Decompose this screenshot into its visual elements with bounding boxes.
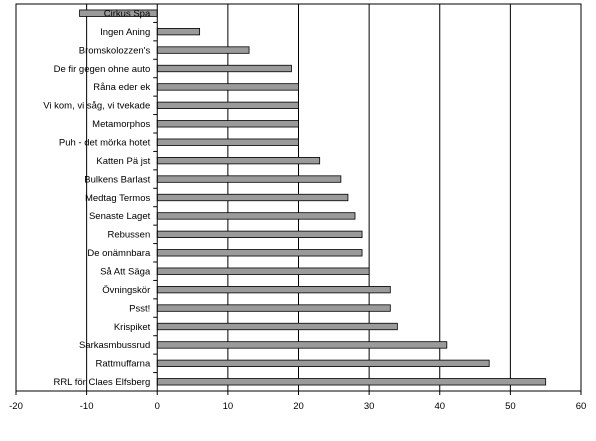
bar bbox=[156, 359, 490, 368]
bar bbox=[156, 212, 356, 220]
bar bbox=[156, 46, 250, 54]
bar bbox=[156, 156, 321, 165]
bar bbox=[156, 304, 391, 312]
bar bbox=[156, 138, 299, 146]
category-label: Metamorphos bbox=[92, 119, 150, 130]
bar bbox=[156, 175, 342, 183]
category-label: De onämnbara bbox=[87, 248, 151, 259]
bar bbox=[156, 378, 547, 386]
category-label: Senaste Laget bbox=[89, 211, 151, 222]
bar bbox=[156, 285, 391, 294]
category-label: Krispiket bbox=[114, 322, 151, 333]
category-label: Psst! bbox=[129, 303, 150, 314]
x-tick-label: -20 bbox=[9, 401, 23, 412]
bar bbox=[156, 341, 448, 349]
bar bbox=[156, 267, 370, 275]
category-label: Ingen Aning bbox=[100, 27, 150, 38]
category-label: Katten Pä jst bbox=[96, 156, 150, 167]
bar bbox=[156, 249, 363, 257]
category-label: Medtag Termos bbox=[85, 193, 151, 204]
category-label: Cirkus Spa bbox=[104, 9, 151, 20]
category-label: De fir gegen ohne auto bbox=[54, 64, 151, 75]
bar bbox=[156, 230, 363, 239]
category-label: Vi kom, vi såg, vi tvekade bbox=[43, 101, 150, 112]
bar bbox=[156, 83, 299, 91]
x-tick-label: 10 bbox=[223, 401, 234, 412]
x-tick-label: 40 bbox=[434, 401, 445, 412]
category-label: Bromskolozzen's bbox=[79, 45, 151, 56]
category-label: RRL för Claes Elfsberg bbox=[53, 377, 150, 388]
category-label: Puh - det mörka hotet bbox=[59, 138, 151, 149]
bar bbox=[156, 120, 299, 128]
bar bbox=[156, 64, 292, 73]
category-label: Bulkens Barlast bbox=[84, 174, 150, 185]
category-label: Sarkasmbussrud bbox=[79, 340, 150, 351]
x-tick-label: -10 bbox=[80, 401, 94, 412]
x-tick-label: 20 bbox=[293, 401, 304, 412]
x-tick-label: 30 bbox=[364, 401, 375, 412]
bar bbox=[156, 27, 201, 36]
category-label: Rebussen bbox=[107, 230, 150, 241]
bar bbox=[156, 193, 349, 202]
bar bbox=[156, 322, 398, 331]
category-label: Rattmuffarna bbox=[96, 359, 151, 370]
x-tick-label: 50 bbox=[505, 401, 516, 412]
category-label: Så Att Säga bbox=[100, 267, 151, 278]
category-label: Råna eder ek bbox=[93, 82, 150, 93]
bar bbox=[156, 101, 299, 110]
x-tick-label: 0 bbox=[155, 401, 160, 412]
category-label: Övningskör bbox=[102, 285, 150, 296]
x-tick-label: 60 bbox=[576, 401, 587, 412]
